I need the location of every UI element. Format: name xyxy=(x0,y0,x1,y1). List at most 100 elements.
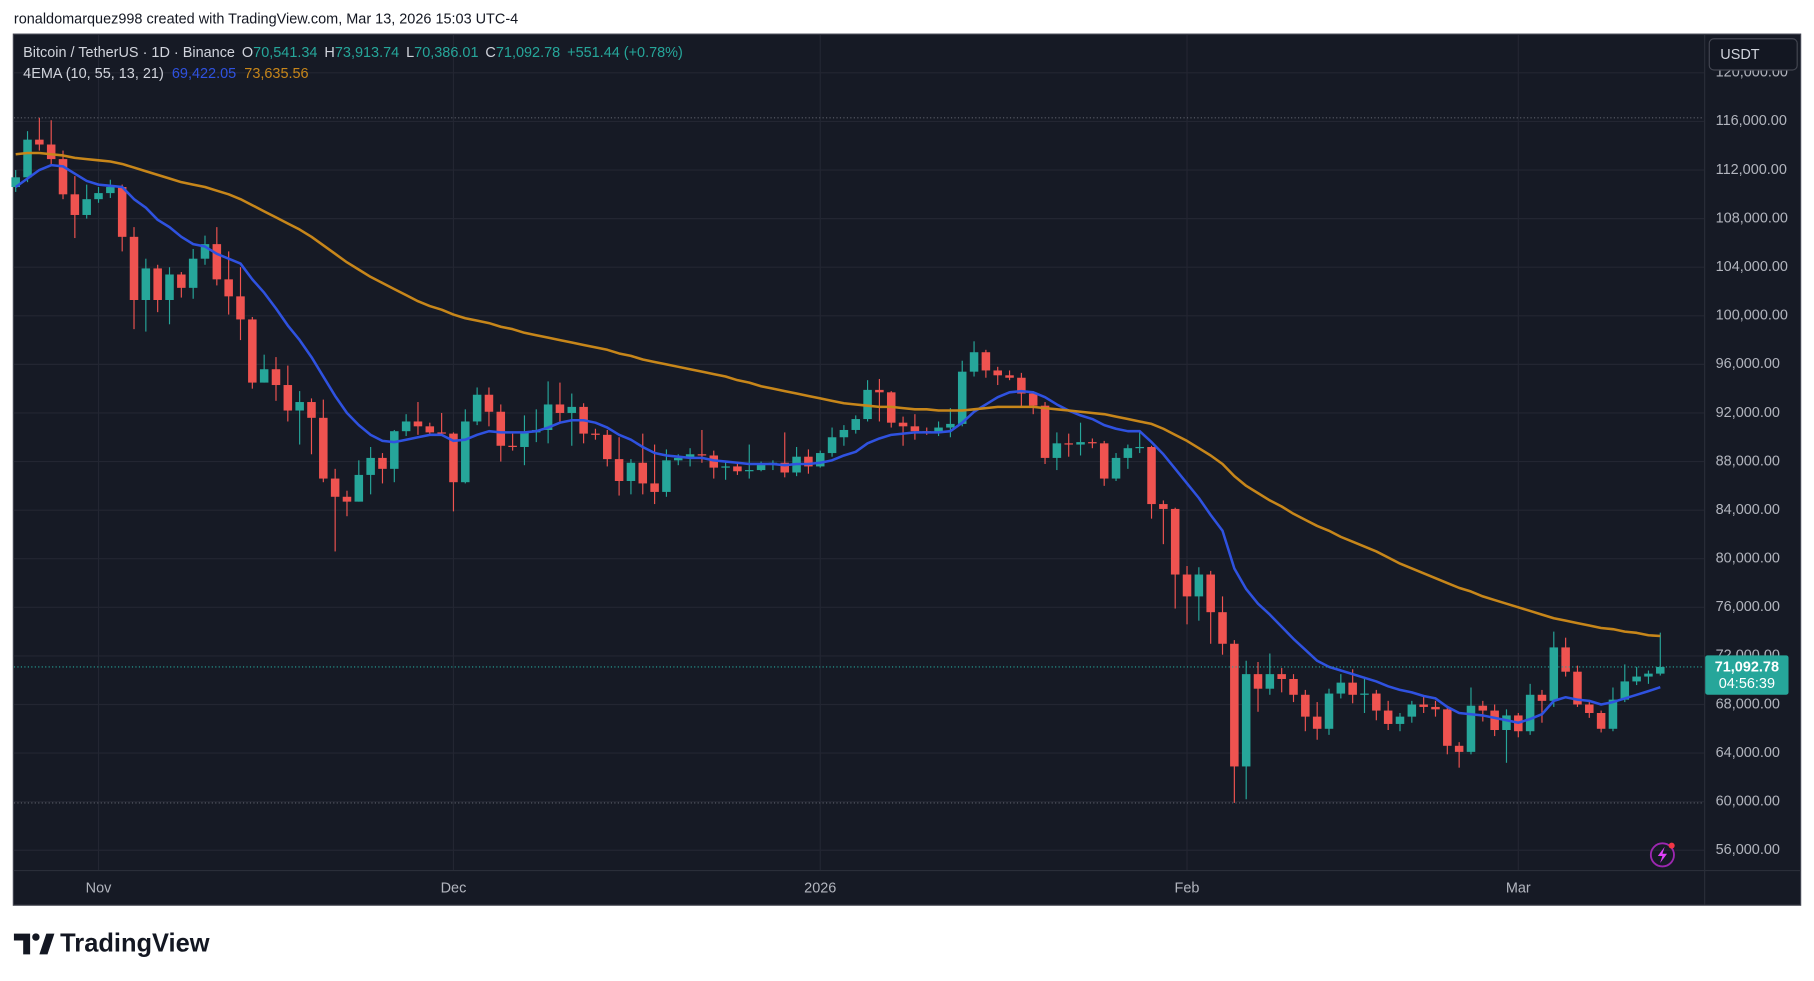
candle-body xyxy=(1301,694,1310,717)
candle-body xyxy=(555,404,565,413)
candle-body xyxy=(638,462,648,484)
candle-body xyxy=(591,433,600,435)
currency-button-label[interactable]: USDT xyxy=(1720,47,1760,63)
countdown: 04:56:39 xyxy=(1719,676,1775,692)
candle-body xyxy=(236,296,245,320)
candle-body xyxy=(946,423,955,428)
candle-body xyxy=(1407,704,1417,717)
candle-body xyxy=(969,352,979,372)
y-tick-label: 112,000.00 xyxy=(1716,162,1787,178)
y-tick-label: 96,000.00 xyxy=(1716,356,1780,372)
candle-body xyxy=(307,402,316,418)
candle-body xyxy=(1312,716,1322,729)
legend-ohlc-key: O xyxy=(242,45,253,61)
candle-body xyxy=(1182,574,1192,597)
alert-icon-bolt[interactable] xyxy=(1657,846,1668,864)
candle-body xyxy=(1596,713,1606,729)
legend-ohlc-key: L xyxy=(406,45,414,61)
last-price-label: 71,092.78 xyxy=(1715,659,1779,675)
legend-ohlc-value: 70,386.01 xyxy=(414,45,478,61)
candle-body xyxy=(674,457,683,461)
currency-button-frame[interactable] xyxy=(1708,38,1798,71)
candle-body xyxy=(520,432,529,447)
candle-body xyxy=(567,406,577,413)
candle-body xyxy=(271,369,281,386)
candle-body xyxy=(851,419,860,430)
candle-body xyxy=(1277,674,1286,679)
y-tick-label: 108,000.00 xyxy=(1716,210,1788,226)
chart-panel xyxy=(12,33,1802,906)
currency-button[interactable]: USDT xyxy=(1708,38,1798,71)
brand-logo-mark xyxy=(39,933,55,955)
candle-body xyxy=(70,194,80,215)
legend-ohlc-key: C xyxy=(485,45,495,61)
candle-body xyxy=(1064,443,1073,445)
candle-body xyxy=(1336,682,1346,694)
candle-body xyxy=(1241,674,1251,767)
legend-row: Bitcoin / TetherUS · 1D · Binance O70,541… xyxy=(23,45,683,61)
candle-body xyxy=(1324,693,1334,729)
candle-body xyxy=(484,394,494,412)
y-tick-label: 84,000.00 xyxy=(1716,502,1780,518)
candle-body xyxy=(177,274,186,288)
candle-body xyxy=(1040,405,1050,458)
candle-body xyxy=(1537,694,1547,701)
indicator-label: 4EMA (10, 55, 13, 21) xyxy=(23,66,164,82)
candle-body xyxy=(413,421,423,427)
alert-icon[interactable] xyxy=(1649,842,1675,868)
x-tick-label: 2026 xyxy=(804,880,836,896)
candle-body xyxy=(1099,443,1109,479)
candle-body xyxy=(697,454,707,456)
brand-logo-mark xyxy=(32,933,40,941)
candle-body xyxy=(685,454,695,458)
ema-line xyxy=(14,163,1661,724)
x-tick-label: Feb xyxy=(1175,880,1200,896)
candle-body xyxy=(1028,393,1038,406)
candle-body xyxy=(733,466,742,472)
candle-body xyxy=(815,453,825,467)
candle-body xyxy=(1490,710,1499,731)
candle-body xyxy=(543,404,553,430)
candle-body xyxy=(1395,716,1405,724)
candle-body xyxy=(1289,678,1298,695)
candle-body xyxy=(82,199,91,215)
candle-body xyxy=(449,433,458,483)
candle-body xyxy=(248,319,257,383)
candle-body xyxy=(827,437,837,454)
y-tick-label: 100,000.00 xyxy=(1716,308,1788,324)
candle-body xyxy=(94,193,103,200)
y-tick-label: 88,000.00 xyxy=(1716,453,1780,469)
candle-body xyxy=(35,139,44,145)
legend: Bitcoin / TetherUS · 1D · Binance O70,541… xyxy=(23,45,683,82)
candle-body xyxy=(1052,443,1062,458)
ema-line xyxy=(15,151,1661,638)
candle-body xyxy=(342,496,352,502)
candle-body xyxy=(1360,693,1369,695)
candle-body xyxy=(212,244,222,280)
candle-body xyxy=(295,402,304,411)
candle-body xyxy=(1372,693,1381,711)
candle-body xyxy=(875,389,884,393)
candle-body xyxy=(1076,442,1085,445)
alert-icon-dot[interactable] xyxy=(1668,842,1675,849)
legend-change: +551.44 (+0.78%) xyxy=(567,45,683,61)
candle-body xyxy=(153,268,162,300)
candle-body xyxy=(1147,446,1156,505)
candle-body xyxy=(425,426,435,433)
y-tick-label: 104,000.00 xyxy=(1716,259,1788,275)
candle-body xyxy=(1206,574,1215,613)
candle-body xyxy=(1170,508,1180,575)
candle-body xyxy=(165,274,174,300)
alert-icon-ring[interactable] xyxy=(1649,842,1675,868)
axes: 56,000.0060,000.0064,000.0068,000.0072,0… xyxy=(86,65,1789,896)
candle-body xyxy=(366,457,375,475)
candle-body xyxy=(1253,674,1263,689)
candle-body xyxy=(910,426,920,432)
candle-body xyxy=(744,470,754,472)
legend-row: 4EMA (10, 55, 13, 21) 69,422.05 73,635.56 xyxy=(23,66,308,82)
candle-body xyxy=(496,411,506,446)
candle-body xyxy=(319,417,328,479)
brand-logo: TradingView xyxy=(13,929,210,957)
y-tick-label: 76,000.00 xyxy=(1716,599,1780,615)
